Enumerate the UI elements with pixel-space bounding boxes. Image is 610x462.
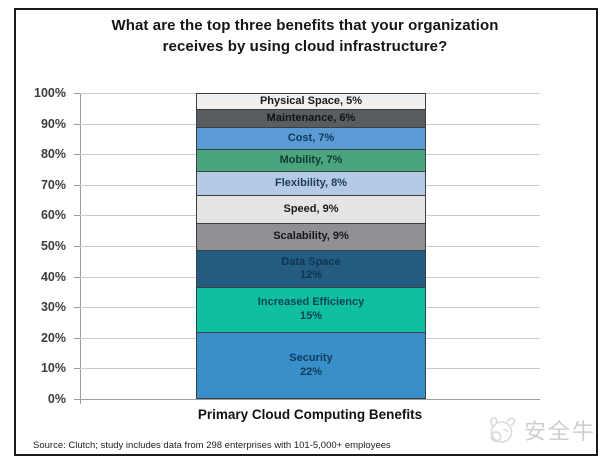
bar-segment-security: Security 22% bbox=[197, 333, 425, 399]
y-tick-label: 90% bbox=[40, 117, 66, 131]
bar-segment-cost: Cost, 7% bbox=[197, 128, 425, 151]
y-tick-label: 80% bbox=[40, 147, 66, 161]
y-tick-label: 40% bbox=[40, 270, 66, 284]
y-axis-line bbox=[80, 93, 81, 404]
segment-label-line: 22% bbox=[299, 365, 323, 378]
stacked-bar: Physical Space, 5% Maintenance, 6% Cost, 7… bbox=[196, 93, 426, 399]
y-axis-tick bbox=[74, 154, 80, 155]
bar-segment-increased-efficiency: Increased Efficiency 15% bbox=[197, 287, 425, 334]
segment-label-line: Scalability, 9% bbox=[273, 230, 349, 243]
y-axis-labels: 100% 90% 80% 70% 60% 50% 40% 30% 20% 10% 0% bbox=[18, 86, 74, 406]
y-axis-tick bbox=[74, 215, 80, 216]
segment-label-line: Flexibility, 8% bbox=[275, 176, 347, 189]
chart-title-line2: receives by using cloud infrastructure? bbox=[162, 38, 448, 55]
y-tick-label: 10% bbox=[40, 361, 66, 375]
y-tick-label: 70% bbox=[40, 178, 66, 192]
y-tick-label: 30% bbox=[40, 300, 66, 314]
x-axis-title: Primary Cloud Computing Benefits bbox=[197, 407, 423, 422]
y-axis-tick bbox=[74, 277, 80, 278]
segment-label-line: Security bbox=[289, 352, 333, 365]
bar-segment-speed: Speed, 9% bbox=[197, 196, 425, 224]
segment-label-line: 12% bbox=[299, 269, 323, 282]
y-axis-tick bbox=[74, 185, 80, 186]
y-axis-tick bbox=[74, 246, 80, 247]
segment-label-line: Speed, 9% bbox=[283, 202, 339, 215]
segment-label-line: Cost, 7% bbox=[287, 132, 335, 145]
chart-title: What are the top three benefits that you… bbox=[44, 15, 566, 57]
y-axis-tick bbox=[74, 338, 80, 339]
y-tick-label: 50% bbox=[40, 239, 66, 253]
source-note: Source: Clutch; study includes data from… bbox=[33, 440, 391, 451]
bar-segment-maintenance: Maintenance, 6% bbox=[197, 109, 425, 129]
aqniu-cow-logo-icon bbox=[483, 413, 517, 447]
bar-segment-data-space: Data Space 12% bbox=[197, 251, 425, 288]
bar-segment-flexibility: Flexibility, 8% bbox=[197, 171, 425, 197]
segment-label-line: 15% bbox=[299, 309, 323, 322]
chart-title-line1: What are the top three benefits that you… bbox=[111, 17, 499, 34]
segment-label-line: Increased Efficiency bbox=[257, 296, 365, 309]
y-tick-label: 60% bbox=[40, 208, 66, 222]
y-tick-label: 0% bbox=[47, 392, 66, 406]
watermark: 安全牛 bbox=[483, 412, 596, 448]
y-tick-label: 100% bbox=[34, 86, 66, 100]
segment-label-line: Data Space bbox=[281, 255, 341, 268]
bar-segment-physical-space: Physical Space, 5% bbox=[197, 94, 425, 110]
y-axis-tick bbox=[74, 307, 80, 308]
segment-label-line: Maintenance, 6% bbox=[266, 111, 356, 124]
y-axis-tick bbox=[74, 368, 80, 369]
segment-label-line: Physical Space, 5% bbox=[259, 94, 363, 107]
watermark-text: 安全牛 bbox=[523, 419, 596, 444]
segment-label-line: Mobility, 7% bbox=[279, 153, 343, 166]
x-axis-baseline bbox=[74, 399, 540, 400]
y-axis-tick bbox=[74, 124, 80, 125]
y-axis-tick bbox=[74, 93, 80, 94]
bar-segment-mobility: Mobility, 7% bbox=[197, 150, 425, 172]
bar-segment-scalability: Scalability, 9% bbox=[197, 223, 425, 252]
plot-area: Physical Space, 5% Maintenance, 6% Cost, 7… bbox=[74, 93, 540, 400]
y-tick-label: 20% bbox=[40, 331, 66, 345]
